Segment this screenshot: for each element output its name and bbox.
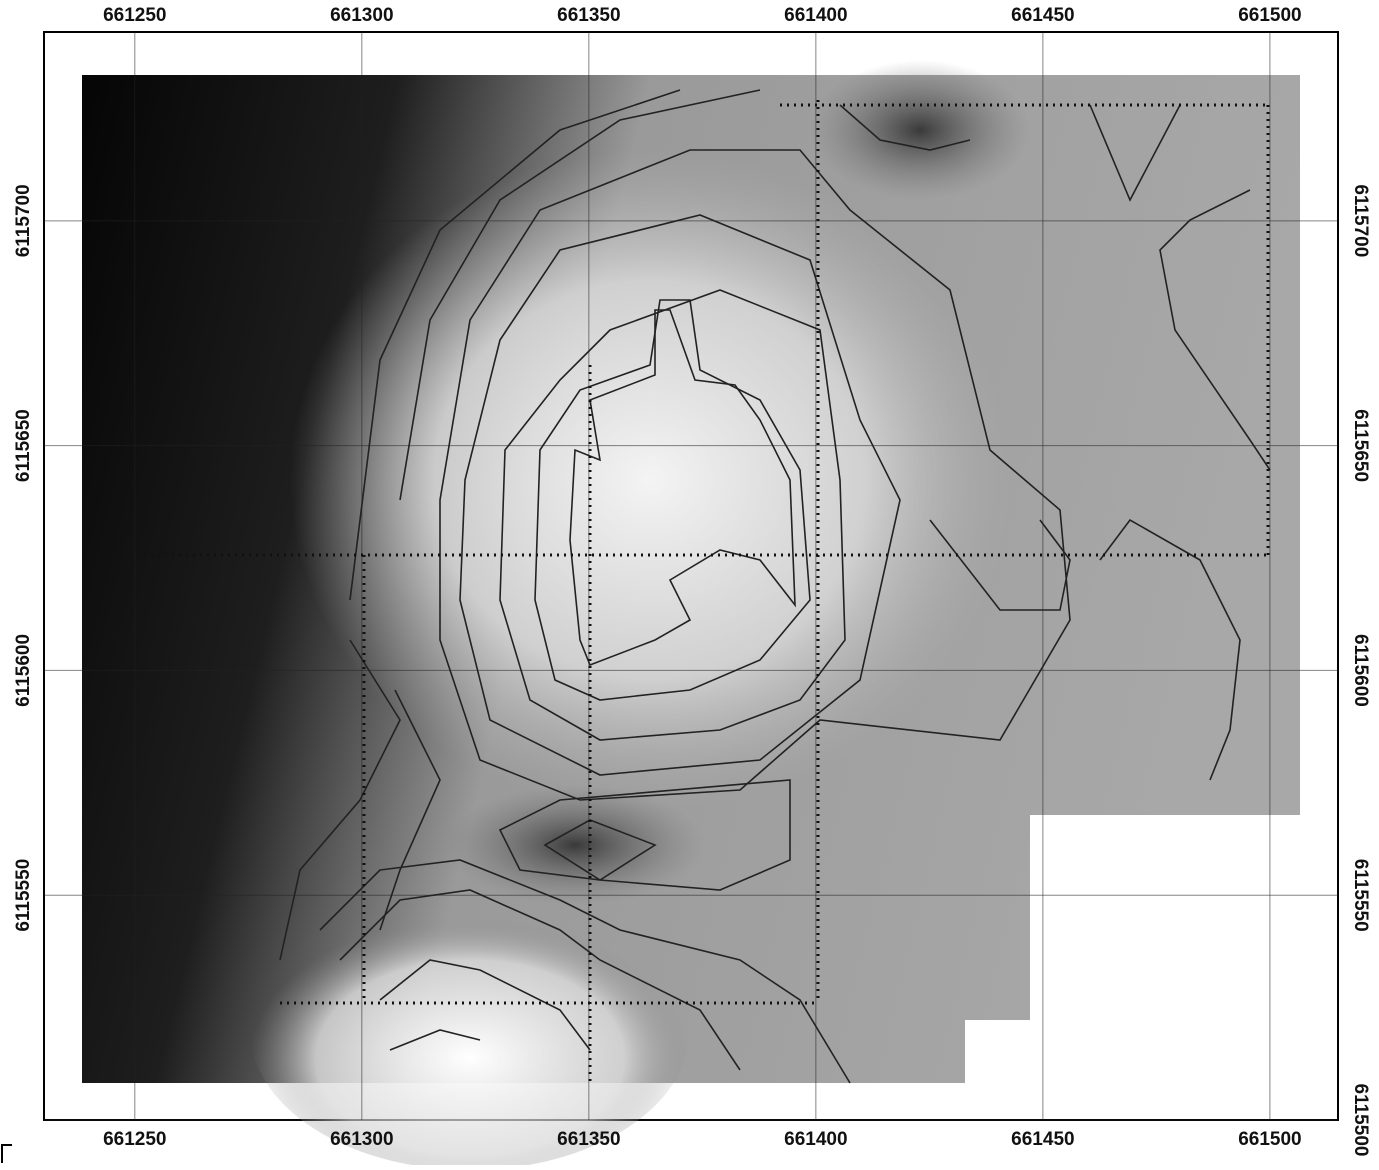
x-tick-label-bottom: 661400: [784, 1129, 847, 1150]
corner-mark: [2, 1145, 12, 1163]
y-tick-label-left: 6115700: [13, 184, 34, 257]
x-tick-label-top: 661500: [1238, 5, 1301, 26]
frame-bg: [44, 32, 1338, 1165]
x-tick-label-bottom: 661500: [1238, 1129, 1301, 1150]
y-tick-label-left: 6115550: [13, 859, 34, 932]
x-tick-label-bottom: 661450: [1011, 1129, 1074, 1150]
y-tick-label-left: 6115600: [13, 634, 34, 707]
x-tick-label-bottom: 661300: [330, 1129, 393, 1150]
y-tick-label-right: 6115500: [1350, 1084, 1371, 1157]
x-tick-label-top: 661350: [557, 5, 620, 26]
x-tick-label-top: 661250: [103, 5, 166, 26]
y-tick-label-right: 6115650: [1350, 409, 1371, 482]
low-zone: [445, 785, 705, 905]
y-tick-label-right: 6115600: [1350, 634, 1371, 707]
y-tick-label-left: 6115650: [13, 409, 34, 482]
x-tick-label-bottom: 661350: [557, 1129, 620, 1150]
x-tick-label-top: 661300: [330, 5, 393, 26]
x-tick-label-top: 661450: [1011, 5, 1074, 26]
x-tick-label-bottom: 661250: [103, 1129, 166, 1150]
map: 661250 661250 661300 661300 661350 661350 6614…: [0, 0, 1379, 1165]
low-zone: [810, 60, 1030, 200]
x-tick-label-top: 661400: [784, 5, 847, 26]
high-zone: [290, 150, 1010, 810]
y-tick-label-right: 6115550: [1350, 859, 1371, 932]
y-tick-label-right: 6115700: [1350, 184, 1371, 257]
